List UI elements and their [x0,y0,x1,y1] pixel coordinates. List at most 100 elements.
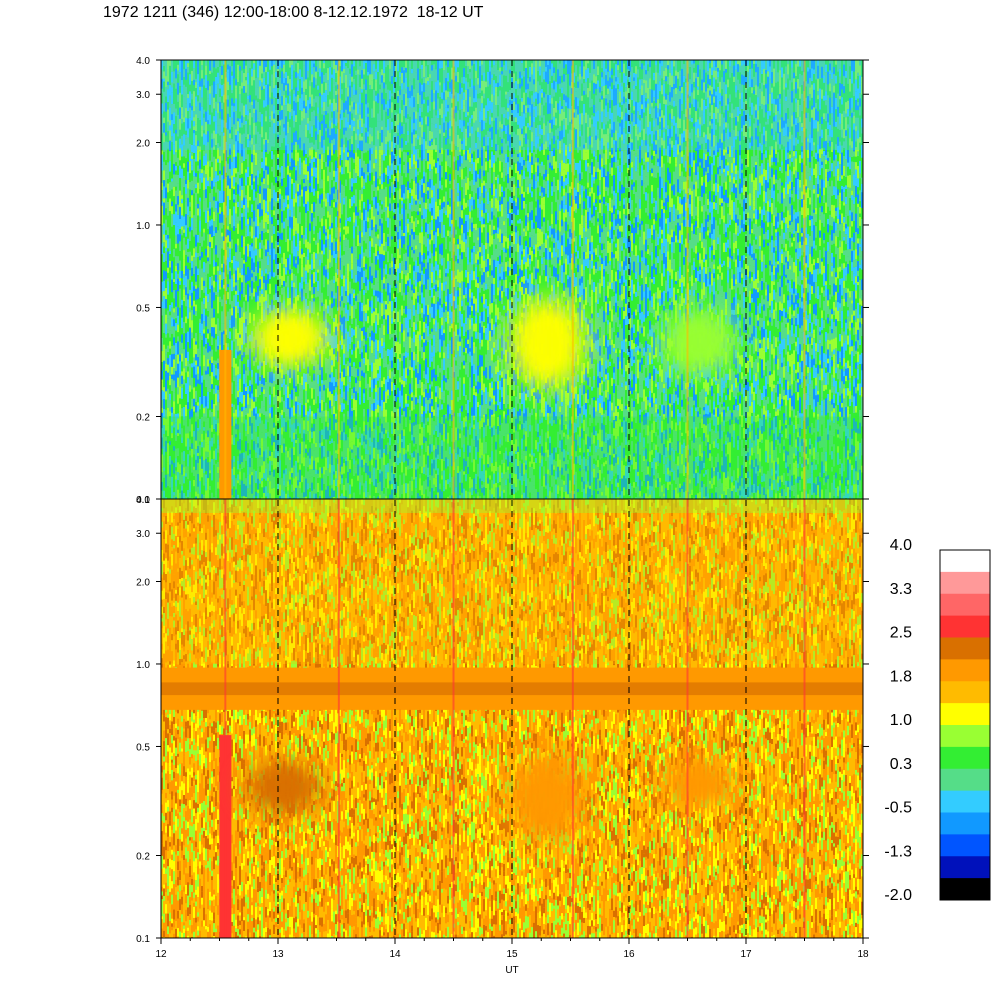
spectrum-cell [203,261,205,273]
spectrum-cell [261,270,263,277]
spectrum-cell [215,378,217,382]
spectrum-cell [299,93,301,99]
spectrum-cell [211,363,213,373]
spectrum-cell [231,444,233,454]
spectrum-cell [165,96,167,103]
spectrum-cell [167,256,169,268]
spectrum-cell [281,427,283,435]
spectrum-cell [249,95,251,103]
spectrum-cell [169,120,171,126]
spectrum-cell [275,71,277,78]
spectrum-cell [213,317,215,328]
spectrum-cell [329,304,331,316]
spectrum-cell [271,182,273,195]
spectrum-cell [285,299,287,309]
spectrum-cell [235,328,237,340]
spectrum-cell [279,172,281,177]
spectrum-cell [271,135,273,147]
spectrum-cell [245,408,247,412]
spectrum-cell [309,408,311,415]
spectrum-cell [221,332,223,345]
spectrum-cell [261,189,263,198]
spectrum-cell [195,246,197,253]
spectrum-cell [303,482,305,493]
spectrum-cell [325,111,327,116]
spectrum-cell [219,60,221,67]
spectrum-cell [213,81,215,91]
spectrum-cell [221,119,223,133]
spectrum-cell [231,301,233,309]
spectrum-cell [181,144,183,157]
spectrum-cell [241,422,243,433]
spectrum-cell [161,424,163,429]
spectrum-cell [181,182,183,196]
spectrum-cell [201,65,203,71]
spectrum-cell [313,234,315,238]
spectrum-cell [299,166,301,175]
spectrum-cell [283,384,285,395]
spectrum-cell [231,239,233,249]
spectrum-cell [311,373,313,382]
spectrum-cell [173,186,175,197]
spectrum-cell [189,471,191,481]
spectrum-cell [259,423,261,435]
spectrum-cell [315,96,317,103]
spectrum-cell [249,131,251,135]
spectrum-cell [203,304,205,309]
spectrum-cell [289,447,291,458]
spectrum-cell [211,327,213,337]
spectrum-cell [287,153,289,166]
spectrum-cell [333,336,335,349]
spectrum-cell [209,193,211,202]
spectrum-cell [251,68,253,77]
spectrum-cell [291,399,293,408]
spectrum-cell [247,455,249,467]
spectrum-cell [239,163,241,175]
spectrum-cell [243,141,245,149]
spectrum-cell [259,216,261,223]
spectrum-cell [339,98,341,111]
spectrum-cell [223,339,225,345]
spectrum-cell [173,319,175,327]
spectrum-cell [315,443,317,448]
spectrum-cell [269,475,271,482]
spectrum-cell [271,437,273,446]
spectrum-cell [167,380,169,389]
spectrum-cell [289,189,291,199]
spectrum-cell [263,389,265,395]
spectrum-cell [307,70,309,78]
spectrum-cell [251,212,253,219]
spectrum-cell [163,161,165,171]
spectrum-cell [329,268,331,281]
spectrum-cell [307,60,309,71]
spectrum-cell [205,189,207,199]
spectrum-cell [281,434,283,446]
spectrum-cell [199,481,201,494]
spectrum-cell [227,137,229,146]
spectrum-cell [175,467,177,471]
spectrum-cell [227,338,229,344]
spectrum-cell [307,399,309,403]
spectrum-cell [179,260,181,268]
spectrum-cell [205,364,207,371]
spectrum-cell [275,201,277,208]
spectrum-cell [323,208,325,217]
spectrum-cell [189,358,191,364]
spectrum-cell [237,374,239,383]
spectrum-cell [163,262,165,267]
spectrum-cell [239,262,241,269]
spectrum-cell [315,78,317,85]
spectrum-cell [325,170,327,182]
spectrum-cell [213,108,215,113]
spectrum-cell [227,226,229,230]
spectrum-cell [183,321,185,334]
spectrum-cell [219,174,221,181]
spectrum-cell [209,160,211,167]
spectrum-cell [287,238,289,252]
spectrum-cell [307,256,309,260]
spectrum-cell [299,223,301,234]
spectrum-cell [333,83,335,88]
spectrum-cell [175,211,177,223]
spectrum-cell [215,158,217,172]
spectrum-cell [313,106,315,111]
